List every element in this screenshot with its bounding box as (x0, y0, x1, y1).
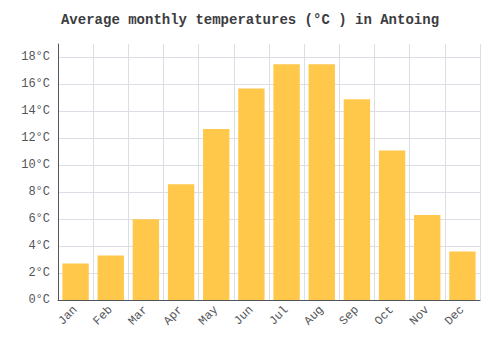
svg-text:Feb: Feb (91, 303, 116, 328)
svg-text:Mar: Mar (126, 303, 151, 328)
svg-text:8°C: 8°C (28, 185, 50, 199)
svg-text:Nov: Nov (407, 303, 432, 328)
svg-text:Dec: Dec (442, 303, 467, 328)
svg-text:Oct: Oct (372, 303, 397, 328)
svg-text:10°C: 10°C (21, 158, 50, 172)
svg-text:14°C: 14°C (21, 104, 50, 118)
svg-text:Jan: Jan (55, 303, 80, 328)
svg-text:Sep: Sep (337, 303, 362, 328)
svg-text:16°C: 16°C (21, 77, 50, 91)
svg-text:Apr: Apr (161, 303, 186, 328)
svg-text:Average monthly temperatures (: Average monthly temperatures (°C ) in An… (61, 12, 439, 28)
svg-text:0°C: 0°C (28, 293, 50, 307)
svg-text:Jul: Jul (266, 303, 291, 328)
svg-text:4°C: 4°C (28, 239, 50, 253)
svg-text:Jun: Jun (231, 303, 256, 328)
svg-text:Aug: Aug (302, 303, 327, 328)
svg-text:18°C: 18°C (21, 50, 50, 64)
svg-text:6°C: 6°C (28, 212, 50, 226)
svg-text:May: May (196, 303, 221, 328)
svg-text:2°C: 2°C (28, 266, 50, 280)
svg-text:12°C: 12°C (21, 131, 50, 145)
